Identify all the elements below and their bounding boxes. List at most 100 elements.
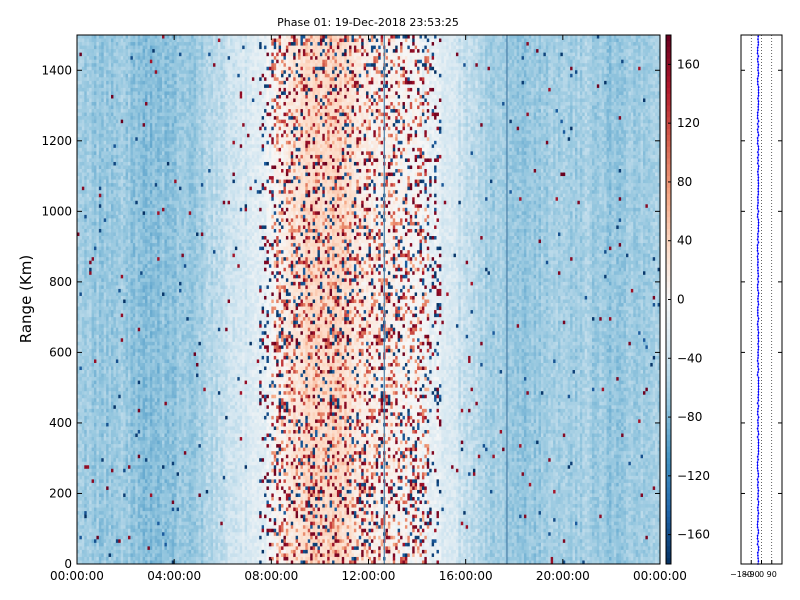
heatmap-cell <box>79 303 82 307</box>
heatmap-cell <box>89 553 92 557</box>
heatmap-cell <box>92 215 95 219</box>
heatmap-cell <box>87 148 90 152</box>
heatmap-cell <box>92 412 95 416</box>
heatmap-cell <box>92 70 95 74</box>
heatmap-cell <box>87 236 90 240</box>
heatmap-cell <box>82 56 85 60</box>
heatmap-cell <box>79 338 82 342</box>
heatmap-cell <box>87 162 90 166</box>
heatmap-cell <box>82 444 85 448</box>
heatmap-cell <box>92 109 95 113</box>
heatmap-cell <box>82 46 85 50</box>
heatmap-cell <box>87 370 90 374</box>
heatmap-cell <box>79 437 82 441</box>
heatmap-cell <box>82 190 85 194</box>
heatmap-cell <box>82 187 85 191</box>
heatmap-cell <box>89 296 92 300</box>
heatmap-cell <box>92 173 95 177</box>
heatmap-cell <box>87 84 90 88</box>
heatmap-cell <box>79 42 82 46</box>
heatmap-cell <box>82 412 85 416</box>
heatmap-cell <box>87 515 90 519</box>
heatmap-cell <box>84 402 87 406</box>
heatmap-cell <box>92 349 95 353</box>
heatmap-cell <box>92 532 95 536</box>
heatmap-cell <box>89 501 92 505</box>
heatmap-cell <box>87 388 90 392</box>
heatmap-cell <box>92 74 95 78</box>
heatmap-cell <box>87 49 90 53</box>
heatmap-cell <box>89 539 92 543</box>
heatmap-cell <box>82 292 85 296</box>
heatmap-cell <box>79 458 82 462</box>
heatmap-cell <box>79 532 82 536</box>
heatmap-cell <box>89 434 92 438</box>
heatmap-cell <box>79 356 82 360</box>
heatmap-cell <box>87 462 90 466</box>
heatmap-cell <box>84 151 87 155</box>
heatmap-cell <box>84 472 87 476</box>
heatmap-cell <box>87 493 90 497</box>
heatmap-cell <box>79 46 82 50</box>
heatmap-cell <box>84 508 87 512</box>
heatmap-cell <box>84 490 87 494</box>
heatmap-cell <box>84 391 87 395</box>
heatmap-cell <box>84 250 87 254</box>
heatmap-cell <box>92 395 95 399</box>
heatmap-cell <box>92 448 95 452</box>
heatmap-cell <box>84 127 87 131</box>
heatmap-cell <box>92 356 95 360</box>
heatmap-cell <box>82 303 85 307</box>
heatmap-cell <box>84 257 87 261</box>
heatmap-cell <box>84 222 87 226</box>
heatmap-cell <box>87 225 90 229</box>
heatmap-cell <box>84 525 87 529</box>
heatmap-cell <box>89 317 92 321</box>
heatmap-cell <box>87 39 90 43</box>
heatmap-cell <box>87 307 90 311</box>
heatmap-cell <box>82 434 85 438</box>
heatmap-cell <box>82 144 85 148</box>
heatmap-cell <box>89 363 92 367</box>
heatmap-cell <box>87 180 90 184</box>
heatmap-cell <box>82 250 85 254</box>
heatmap-cell <box>82 448 85 452</box>
heatmap-cell <box>89 278 92 282</box>
heatmap-cell <box>89 158 92 162</box>
heatmap-cell <box>89 335 92 339</box>
heatmap-cell <box>82 462 85 466</box>
heatmap-cell <box>82 39 85 43</box>
heatmap-cell <box>92 162 95 166</box>
heatmap-cell <box>84 349 87 353</box>
heatmap-cell <box>87 116 90 120</box>
heatmap-cell <box>89 511 92 515</box>
heatmap-cell <box>89 190 92 194</box>
heatmap-cell <box>79 476 82 480</box>
heatmap-cell <box>84 321 87 325</box>
heatmap-cell <box>84 215 87 219</box>
heatmap-cell <box>82 359 85 363</box>
heatmap-cell <box>87 88 90 92</box>
heatmap-cell <box>84 416 87 420</box>
heatmap-cell <box>92 476 95 480</box>
heatmap-cell <box>94 81 97 85</box>
heatmap-cell <box>79 398 82 402</box>
heatmap-cell <box>89 56 92 60</box>
heatmap-cell <box>82 476 85 480</box>
heatmap-cell <box>84 137 87 141</box>
heatmap-cell <box>87 550 90 554</box>
heatmap-cell <box>92 384 95 388</box>
heatmap-cell <box>92 437 95 441</box>
heatmap-cell <box>92 377 95 381</box>
heatmap-cell <box>84 398 87 402</box>
heatmap-cell <box>82 532 85 536</box>
heatmap-cell <box>89 243 92 247</box>
heatmap-cell <box>92 106 95 110</box>
heatmap-cell <box>79 56 82 60</box>
heatmap-cell <box>94 91 97 95</box>
heatmap-cell <box>79 74 82 78</box>
heatmap-cell <box>84 493 87 497</box>
heatmap-cell <box>89 409 92 413</box>
heatmap-cell <box>84 169 87 173</box>
heatmap-cell <box>89 497 92 501</box>
